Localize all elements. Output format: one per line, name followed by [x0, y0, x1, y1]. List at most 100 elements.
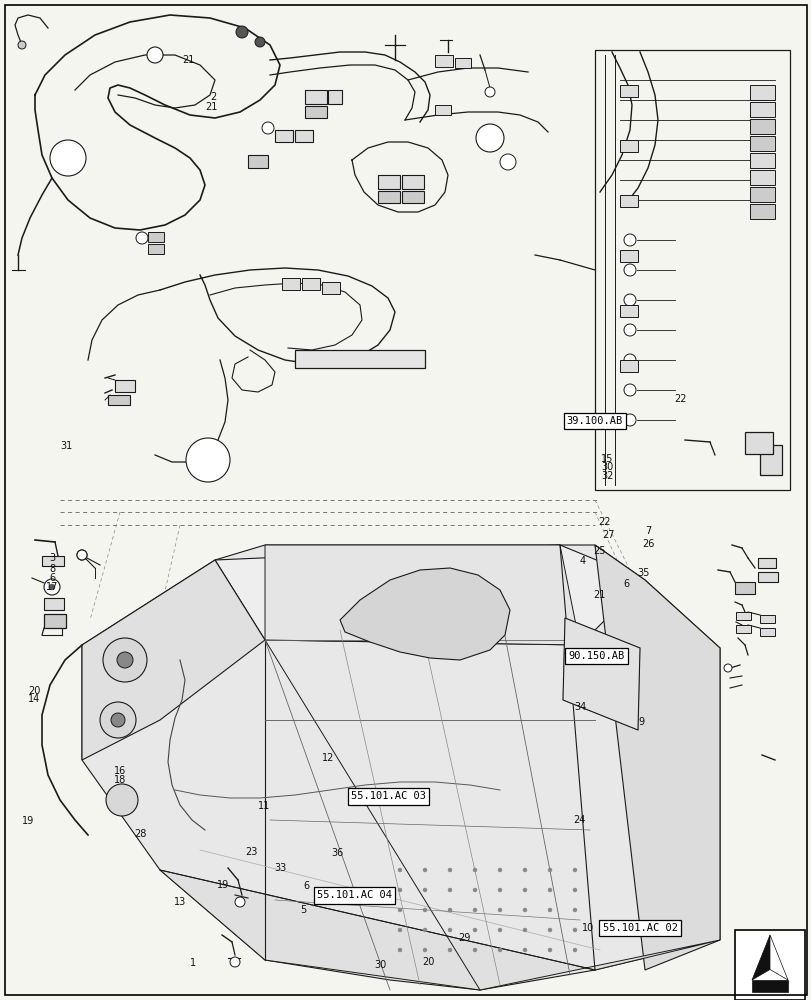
- Text: 13: 13: [174, 897, 187, 907]
- Bar: [749, 204, 774, 219]
- Polygon shape: [562, 618, 639, 730]
- Text: 6: 6: [49, 573, 55, 583]
- Text: 22: 22: [673, 394, 686, 404]
- Text: 27: 27: [602, 530, 615, 540]
- Circle shape: [423, 928, 427, 932]
- Circle shape: [500, 154, 515, 170]
- Bar: [744, 432, 772, 454]
- Circle shape: [423, 908, 427, 912]
- Bar: [281, 278, 299, 290]
- Circle shape: [623, 354, 635, 366]
- Text: 1: 1: [190, 958, 196, 968]
- Circle shape: [623, 234, 635, 246]
- Text: 6: 6: [623, 579, 629, 589]
- Circle shape: [497, 888, 501, 892]
- Circle shape: [623, 294, 635, 306]
- Bar: [620, 305, 637, 317]
- Circle shape: [475, 124, 504, 152]
- Circle shape: [397, 868, 401, 872]
- Circle shape: [397, 908, 401, 912]
- Circle shape: [522, 868, 526, 872]
- Circle shape: [135, 232, 148, 244]
- Bar: [454, 58, 470, 68]
- Circle shape: [473, 928, 476, 932]
- Bar: [108, 395, 130, 405]
- Circle shape: [234, 897, 245, 907]
- Circle shape: [397, 928, 401, 932]
- Bar: [735, 625, 750, 633]
- Text: 17: 17: [45, 582, 58, 592]
- Text: 39.100.AB: 39.100.AB: [566, 416, 622, 426]
- Polygon shape: [264, 545, 579, 645]
- Circle shape: [623, 324, 635, 336]
- Circle shape: [623, 264, 635, 276]
- Bar: [328, 90, 341, 104]
- Circle shape: [186, 438, 230, 482]
- Circle shape: [522, 928, 526, 932]
- Polygon shape: [215, 545, 644, 645]
- Text: 6: 6: [303, 881, 310, 891]
- Bar: [247, 155, 268, 168]
- Text: 20: 20: [422, 957, 435, 967]
- Circle shape: [49, 584, 55, 590]
- Circle shape: [106, 784, 138, 816]
- Circle shape: [573, 928, 577, 932]
- Circle shape: [522, 908, 526, 912]
- Text: 36: 36: [330, 848, 343, 858]
- Text: 22: 22: [598, 517, 611, 527]
- Circle shape: [117, 652, 133, 668]
- Text: 11: 11: [257, 801, 270, 811]
- Circle shape: [573, 948, 577, 952]
- Text: 3: 3: [49, 553, 55, 563]
- Circle shape: [522, 948, 526, 952]
- Text: 55.101.AC 02: 55.101.AC 02: [602, 923, 676, 933]
- Bar: [759, 445, 781, 475]
- Circle shape: [448, 888, 452, 892]
- Polygon shape: [82, 545, 719, 990]
- Circle shape: [473, 948, 476, 952]
- Bar: [401, 191, 423, 203]
- Bar: [749, 119, 774, 134]
- Text: 2: 2: [210, 92, 217, 102]
- Bar: [294, 350, 424, 368]
- Bar: [734, 930, 804, 1000]
- Text: 10: 10: [581, 923, 594, 933]
- Circle shape: [547, 908, 551, 912]
- Text: 34: 34: [573, 702, 586, 712]
- Bar: [735, 612, 750, 620]
- Circle shape: [448, 868, 452, 872]
- Bar: [749, 187, 774, 202]
- Text: 30: 30: [600, 462, 613, 472]
- Circle shape: [448, 948, 452, 952]
- Circle shape: [473, 888, 476, 892]
- Bar: [620, 250, 637, 262]
- Text: 21: 21: [182, 55, 195, 65]
- Text: 16: 16: [114, 766, 127, 776]
- Bar: [115, 380, 135, 392]
- Text: 20: 20: [28, 686, 41, 696]
- Bar: [620, 360, 637, 372]
- Circle shape: [623, 384, 635, 396]
- Circle shape: [236, 26, 247, 38]
- Bar: [378, 175, 400, 189]
- Circle shape: [448, 908, 452, 912]
- Circle shape: [573, 888, 577, 892]
- Circle shape: [77, 550, 87, 560]
- Text: 29: 29: [457, 933, 470, 943]
- Text: 33: 33: [273, 863, 286, 873]
- Text: 55.101.AC 03: 55.101.AC 03: [350, 791, 425, 801]
- Bar: [749, 153, 774, 168]
- Polygon shape: [769, 935, 787, 980]
- Circle shape: [100, 702, 135, 738]
- Circle shape: [723, 664, 731, 672]
- Circle shape: [547, 948, 551, 952]
- Text: 18: 18: [114, 775, 127, 785]
- Bar: [148, 244, 164, 254]
- Bar: [749, 170, 774, 185]
- Circle shape: [147, 47, 163, 63]
- Bar: [759, 615, 774, 623]
- Circle shape: [497, 948, 501, 952]
- Circle shape: [497, 928, 501, 932]
- Circle shape: [397, 888, 401, 892]
- Bar: [42, 556, 64, 566]
